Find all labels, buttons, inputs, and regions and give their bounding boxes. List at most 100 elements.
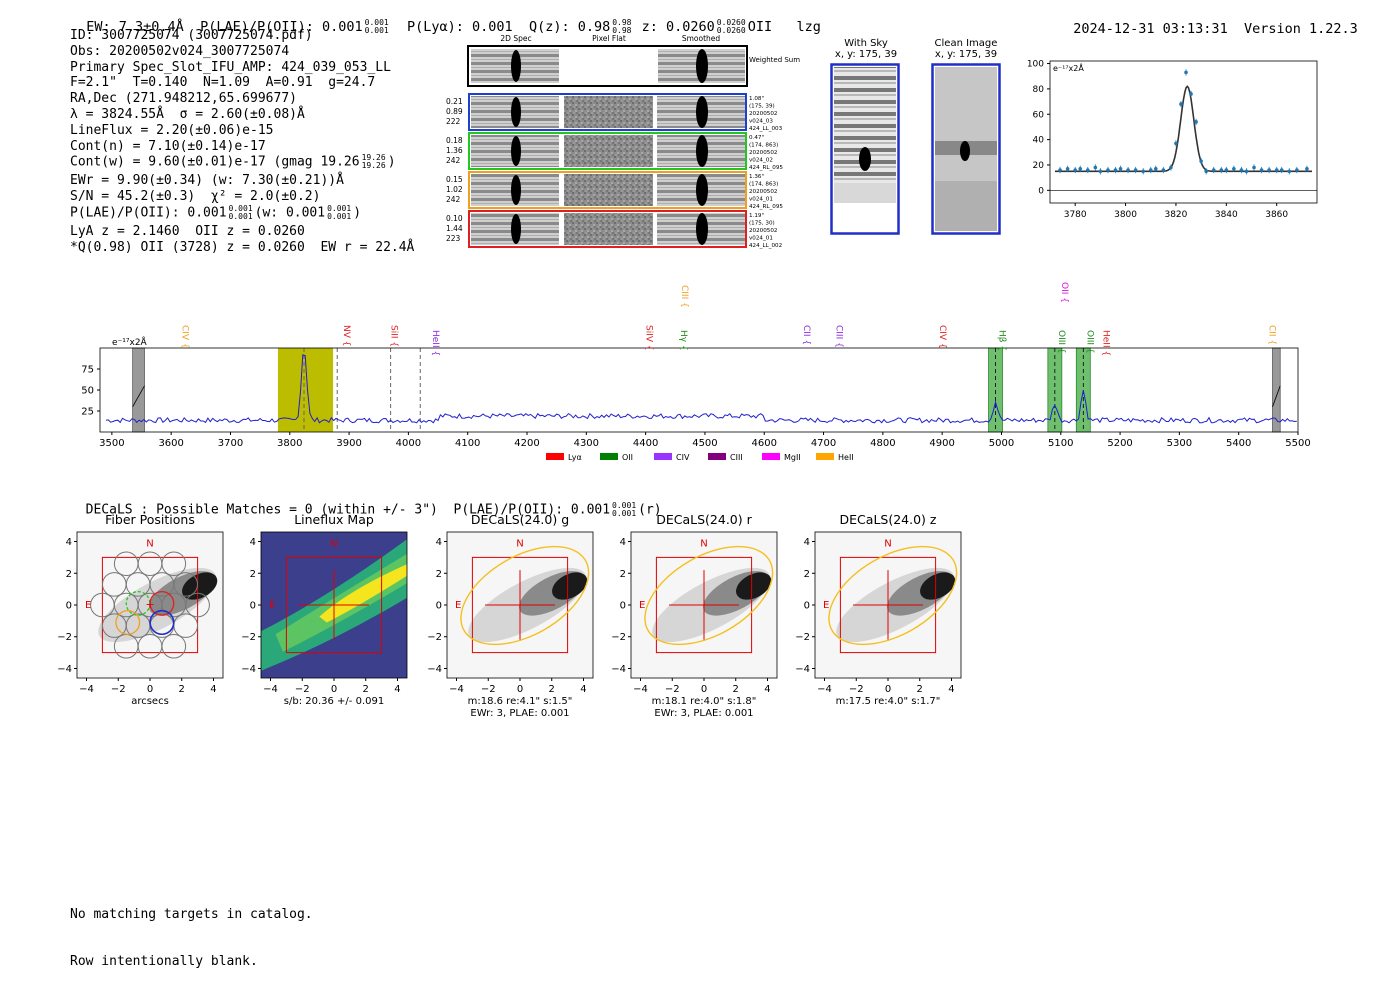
spectrum-x-tick-label: 4300 [574,438,599,449]
fit-y-tick-label: 100 [1027,60,1044,70]
spectrum-y-tick-label: 25 [81,407,94,418]
info-qline: *Q(0.98) OII (3728) z = 0.0260 EW r = 22… [70,239,415,255]
fit-data-point [1259,168,1264,172]
info-lineflux: LineFlux = 2.20(±0.06)e-15 [70,122,274,138]
info-radec: RA,Dec (271.948212,65.699677) [70,91,297,107]
spectrum-x-tick-label: 4100 [455,438,480,449]
panel-x-tick-label: −2 [295,684,310,695]
legend-swatch [762,453,780,460]
col-label-smoothed: Smoothed [682,34,721,43]
panel-y-tick-label: 0 [66,601,72,612]
panel-x-tick-label: −2 [111,684,126,695]
fit-data-point [1204,169,1208,174]
panel-caption-2: EWr: 3, PLAE: 0.001 [654,708,753,719]
fit-data-point [1232,166,1236,171]
cutout-panel: 2D Spec Pixel Flat Smoothed Weighted Sum… [446,34,800,249]
fit-data-point [1274,168,1279,172]
aperture-box [101,556,199,654]
fiber-circle [173,572,199,597]
decals-header: DECaLS : Possible Matches = 0 (within +/… [85,501,662,518]
fiber-pixel-flat [564,213,653,245]
fiber-meta: 424_RL_095 [749,165,783,171]
spectrum-x-tick-label: 3700 [218,438,243,449]
panel-caption: m:18.1 re:4.0" s:1.8" [652,696,757,707]
legend-label: Lyα [568,453,582,462]
panel-x-tick-label: −2 [849,684,864,695]
panel-x-tick-label: 0 [885,684,891,695]
fiber-meta: (175, 39) [749,104,775,110]
fiber-stat: 1.44 [446,224,463,233]
fiber-meta: v024_03 [749,119,773,125]
panel-y-tick-label: −2 [241,632,256,643]
legend-swatch [600,453,618,460]
with-sky-label: With Sky x, y: 175, 39 [834,38,898,60]
fiber-stat: 1.36 [446,146,463,155]
imaging-panels: Fiber Positions + N E −4 −4 −2 −2 0 0 2 2 4 4 arcsecs L… [57,512,962,719]
fit-x-tick-label: 3780 [1064,210,1087,220]
col-label-flat: Pixel Flat [592,34,626,43]
fit-y-tick-label: 80 [1033,85,1045,95]
galaxy-core [920,572,956,600]
panel-caption: arcsecs [131,696,169,707]
panel-1: Fiber Positions + N E −4 −4 −2 −2 0 0 2 2 4 4 arcsecs [57,512,224,707]
galaxy-core [552,572,588,600]
fit-data-point [1189,92,1193,96]
fiber-meta: 424_RL_095 [749,204,783,210]
fit-data-point [1153,166,1158,171]
compass-east: E [269,600,275,611]
info-contw: Cont(w) = 9.60(±0.01)e-17 (gmag 19.26 19.… [70,153,396,171]
panel-4: DECaLS(24.0) r N E −4 −4 −2 −2 0 0 2 2 4 4 m:18.1 re:… [611,512,778,719]
panel-x-tick-label: 2 [917,684,923,695]
spectral-line-label: HeII { [1100,330,1110,356]
clean-image-label: Clean Image x, y: 175, 39 [934,38,998,60]
panel-x-tick-label: −4 [633,684,648,695]
panel-y-tick-label: 4 [250,537,256,548]
fit-x-tick-label: 3840 [1215,210,1238,220]
fit-data-point [1065,166,1070,171]
spectral-line-label: CIV { [937,325,947,349]
info-plae: P(LAE)/P(OII): 0.001 0.001 0.001 (w: 0.001 0… [70,203,362,221]
spectrum-y-tick-label: 50 [81,386,94,397]
spectrum-x-tick-label: 4200 [514,438,539,449]
fit-data-point [1093,165,1098,170]
panel-x-tick-label: −2 [665,684,680,695]
compass-north: N [330,538,337,549]
panel-x-tick-label: 4 [764,684,770,695]
info-obs: Obs: 20200502v024_3007725074 [70,43,290,59]
spectrum-x-tick-label: 5500 [1285,438,1310,449]
spectrum-x-tick-label: 5000 [989,438,1014,449]
panel-y-tick-label: 2 [804,569,810,580]
spectral-line-label: SiIV { [644,325,654,351]
fiber-stat: 0.21 [446,97,463,106]
fit-data-point [1267,168,1271,172]
panel-y-tick-label: 4 [620,537,626,548]
aperture-box [655,556,753,654]
fiber-smoothed-source [696,135,708,167]
fiber-stat: 0.18 [446,136,463,145]
fiber-pixel-flat [564,96,653,128]
timestamp: 2024-12-31 03:13:31 [1073,21,1228,37]
fiber-stat: 1.02 [446,185,463,194]
panel-y-tick-label: −2 [57,632,72,643]
panel-y-tick-label: −4 [241,664,256,675]
spectral-line-label: OIII { [1084,330,1094,354]
fit-data-point [1184,70,1188,75]
fiber-meta: v024_01 [749,236,773,242]
spectral-line-label: OII { [1059,282,1069,303]
source-ellipse [644,545,774,646]
fit-y-tick-label: 40 [1033,136,1045,146]
line-fit-plot: 0 20 40 60 80 100 3780 3800 3820 3840 3860 e⁻¹⁷x2Å [1027,60,1318,220]
fit-y-tick-label: 60 [1033,110,1045,120]
fiber-meta: 424_LL_003 [749,126,783,132]
panel-x-tick-label: 0 [147,684,153,695]
fit-data-point [1141,169,1145,174]
fit-data-point [1305,166,1309,171]
legend-label: CIII [730,453,743,462]
spectral-line-label: SiII { [389,325,399,347]
fit-data-point [1239,168,1244,172]
spectrum-x-tick-label: 3800 [277,438,302,449]
legend-swatch [654,453,672,460]
info-primary: Primary Spec_Slot_IFU_AMP: 424_039_053_L… [70,59,391,75]
